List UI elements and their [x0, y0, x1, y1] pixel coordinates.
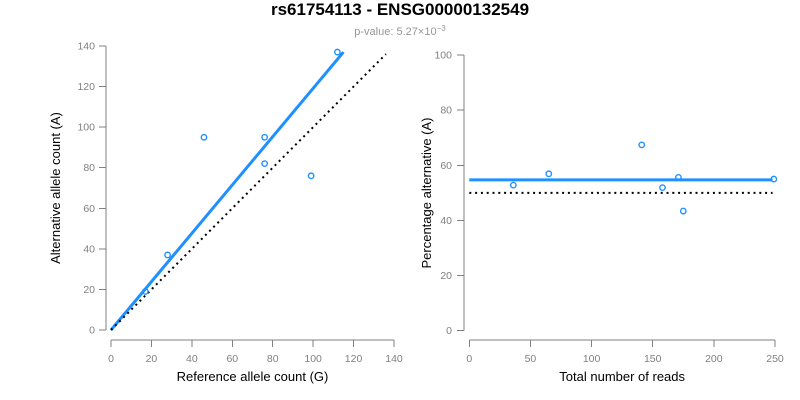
- x-tick-label: 0: [108, 353, 114, 365]
- y-tick-label: 100: [77, 122, 95, 134]
- x-axis-title: Reference allele count (G): [177, 369, 329, 384]
- y-tick-label: 40: [440, 215, 452, 227]
- x-tick-label: 50: [525, 353, 537, 365]
- x-tick-label: 120: [345, 353, 363, 365]
- x-tick-label: 0: [466, 353, 472, 365]
- y-tick-label: 80: [83, 162, 95, 174]
- y-tick-label: 60: [440, 160, 452, 172]
- pvalue-mantissa: 5.27: [396, 26, 418, 38]
- y-tick-label: 20: [83, 284, 95, 296]
- y-tick-label: 20: [440, 270, 452, 282]
- y-tick-label: 40: [83, 243, 95, 255]
- data-point: [509, 181, 517, 189]
- x-tick-label: 100: [583, 353, 601, 365]
- x-tick-label: 150: [644, 353, 662, 365]
- data-point: [164, 251, 172, 259]
- y-tick-label: 60: [83, 203, 95, 215]
- data-point: [200, 133, 208, 141]
- data-point: [141, 288, 149, 295]
- fit-line: [109, 51, 345, 331]
- y-tick-label: 0: [89, 325, 95, 337]
- figure-subtitle: p-value: 5.27×10−3: [0, 23, 800, 38]
- x-axis-title: Total number of reads: [559, 369, 685, 384]
- x-tick-label: 100: [304, 353, 322, 365]
- data-point: [674, 174, 682, 181]
- pvalue-label: p-value:: [354, 26, 397, 38]
- data-point: [261, 160, 269, 168]
- pvalue-times-ten: ×10: [417, 26, 437, 38]
- y-axis-title: Alternative allele count (A): [48, 112, 63, 264]
- y-tick-label: 80: [440, 105, 452, 117]
- y-axis-title: Percentage alternative (A): [419, 117, 434, 268]
- x-tick-label: 80: [267, 353, 279, 365]
- data-point: [679, 207, 687, 215]
- x-tick-label: 40: [186, 353, 198, 365]
- identity-line: [110, 53, 387, 331]
- x-tick-label: 20: [146, 353, 158, 365]
- x-tick-label: 60: [226, 353, 238, 365]
- x-tick-label: 140: [385, 353, 403, 365]
- data-point: [659, 184, 666, 192]
- pvalue-exponent: −3: [436, 24, 446, 33]
- x-tick-label: 200: [705, 353, 723, 365]
- y-tick-label: 0: [446, 325, 452, 337]
- data-point: [545, 170, 553, 178]
- y-tick-label: 120: [77, 81, 95, 93]
- data-point: [261, 133, 269, 141]
- data-point: [638, 141, 646, 149]
- y-tick-label: 140: [77, 41, 95, 53]
- figure-title: rs61754113 - ENSG00000132549: [270, 0, 530, 19]
- y-tick-label: 100: [434, 50, 452, 62]
- data-point: [770, 175, 778, 183]
- data-point: [333, 48, 341, 56]
- data-point: [307, 172, 315, 180]
- x-tick-label: 250: [766, 353, 784, 365]
